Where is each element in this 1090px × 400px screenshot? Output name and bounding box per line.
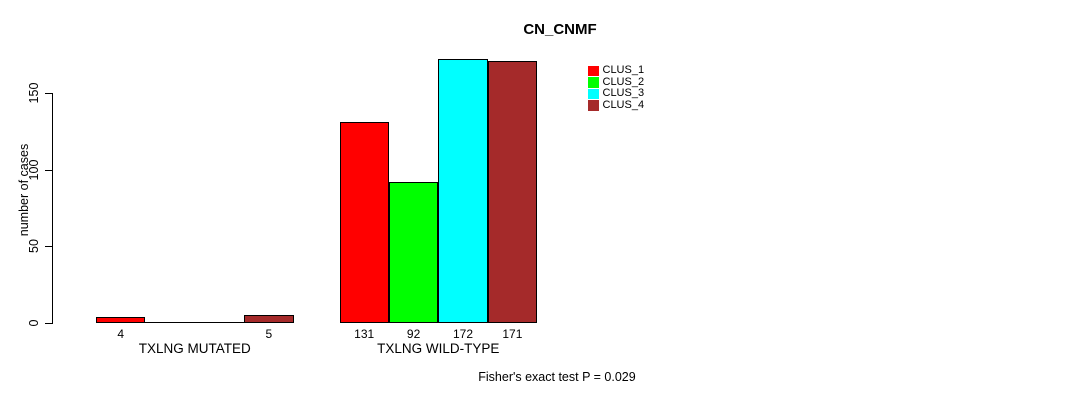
bar-value-label: 171 (502, 327, 523, 341)
fisher-test-annotation: Fisher's exact test P = 0.029 (478, 370, 636, 384)
group-baseline (96, 322, 294, 323)
y-tick-label: 150 (27, 82, 41, 104)
bar-value-label: 131 (354, 327, 375, 341)
legend-row: CLUS_3 (588, 88, 644, 100)
bar-value-label: 172 (452, 327, 474, 341)
bar-clus_4-group2 (487, 61, 538, 323)
y-tick-label: 100 (27, 159, 41, 181)
bar-clus_4-group1 (244, 315, 294, 323)
legend-label: CLUS_2 (602, 75, 645, 88)
group-label: TXLNG MUTATED (138, 341, 251, 356)
y-axis-tick (45, 170, 52, 171)
y-tick-label: 0 (27, 319, 41, 327)
legend-row: CLUS_4 (588, 100, 644, 112)
bar-clus_2-group2 (388, 182, 439, 323)
group-label: TXLNG WILD-TYPE (377, 341, 500, 356)
bar-value-label: 4 (117, 327, 125, 341)
bar-clus_1-group2 (339, 122, 389, 323)
y-axis-line (52, 93, 53, 324)
legend-row: CLUS_2 (588, 75, 645, 89)
legend-label: CLUS_1 (602, 64, 645, 77)
y-tick-label: 50 (27, 239, 41, 253)
legend-swatch-clus_1 (588, 65, 599, 77)
bar-clus_1-group1 (96, 317, 146, 323)
legend-swatch-clus_3 (588, 88, 599, 100)
legend: CLUS_1 CLUS_2 CLUS_3 CLUS_4 (588, 65, 644, 111)
legend-label: CLUS_4 (602, 99, 645, 112)
legend-swatch-clus_4 (588, 100, 599, 111)
chart-title: CN_CNMF (523, 21, 597, 38)
legend-row: CLUS_1 (588, 65, 644, 77)
y-axis-tick (45, 323, 52, 324)
y-axis-tick (45, 93, 52, 94)
legend-swatch-clus_2 (588, 77, 599, 88)
bar-clus_3-group2 (438, 59, 488, 323)
bar-value-label: 92 (406, 327, 421, 341)
bar-value-label: 5 (265, 327, 273, 341)
y-axis-tick (45, 246, 52, 247)
legend-label: CLUS_3 (602, 87, 645, 100)
